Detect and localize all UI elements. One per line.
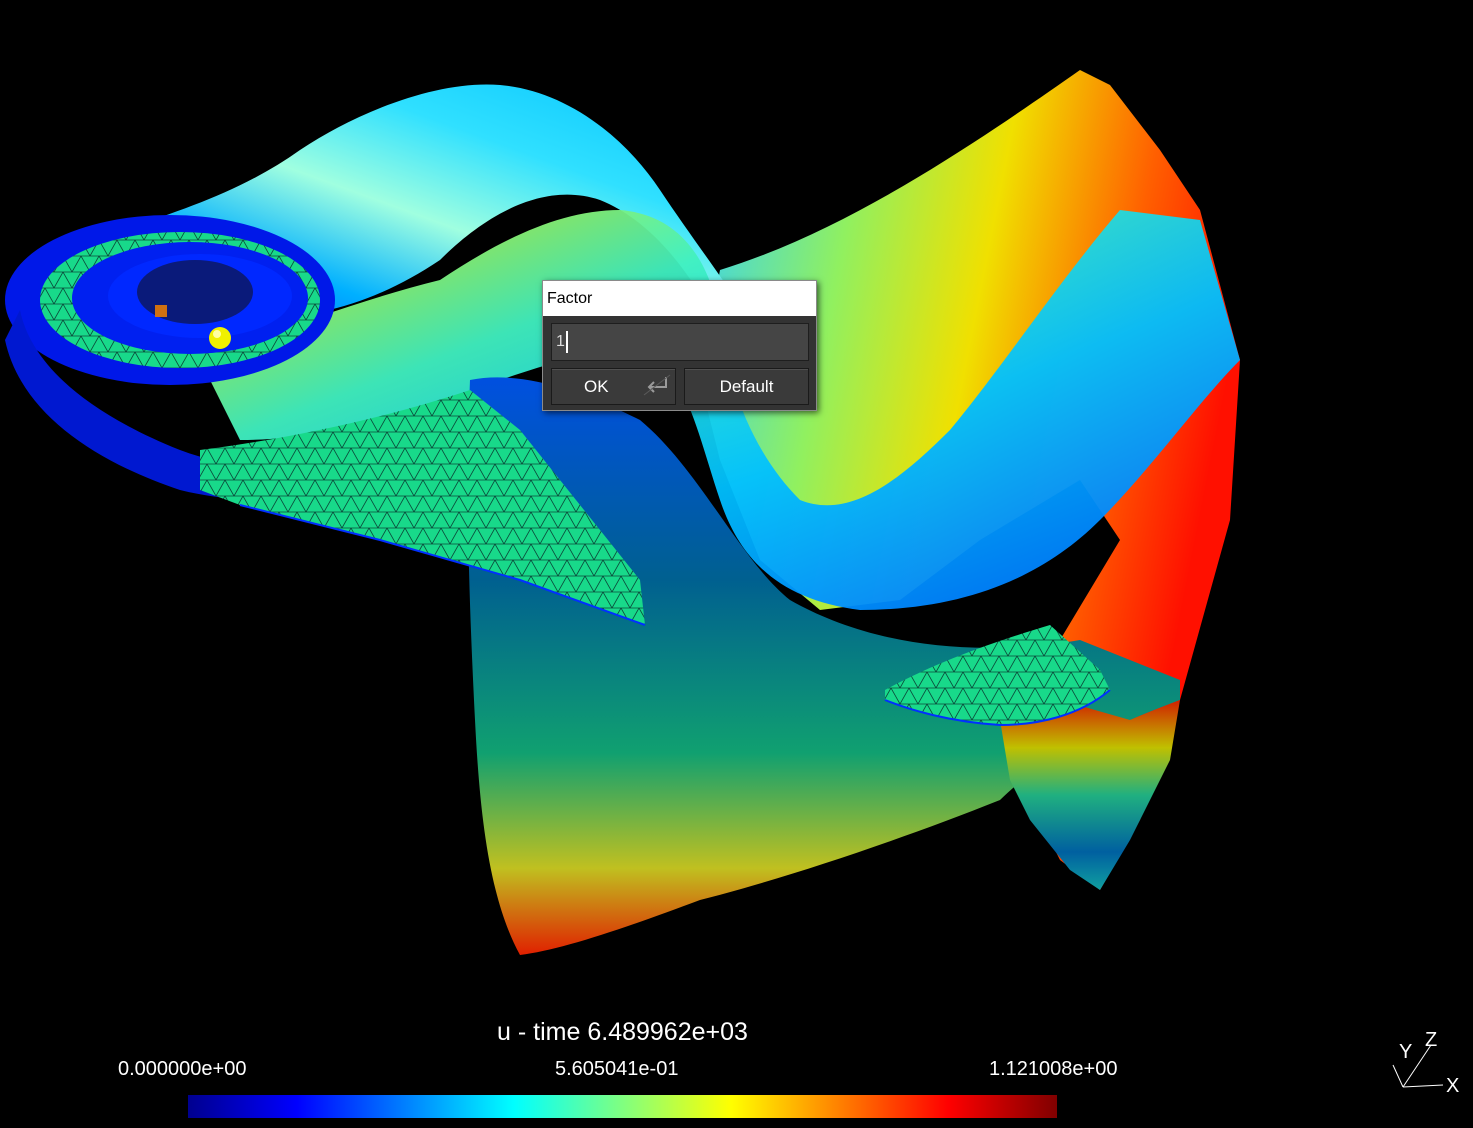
- axis-x-label: X: [1446, 1075, 1460, 1097]
- legend-min-label: 0.000000e+00: [118, 1058, 247, 1080]
- dialog-title: Factor: [543, 281, 816, 316]
- fem-mesh-model: [5, 70, 1240, 956]
- ok-button-label: OK: [584, 377, 609, 396]
- axis-y-label: Y: [1399, 1041, 1413, 1063]
- default-button[interactable]: Default: [684, 368, 809, 405]
- axis-triad: Y Z X: [1385, 1025, 1465, 1105]
- legend-mid-label: 5.605041e-01: [555, 1058, 679, 1080]
- factor-input-frame[interactable]: [551, 323, 809, 361]
- legend-max-label: 1.121008e+00: [989, 1058, 1118, 1080]
- text-cursor: [566, 331, 568, 353]
- axis-z-label: Z: [1425, 1029, 1438, 1051]
- colorbar: [188, 1095, 1057, 1118]
- enter-key-icon: [643, 374, 671, 396]
- ok-button[interactable]: OK: [551, 368, 676, 405]
- factor-dialog: Factor OK Default: [542, 280, 817, 411]
- factor-input[interactable]: [552, 324, 808, 360]
- axis-triad-lines: [1392, 1044, 1444, 1088]
- legend-title: u - time 6.489962e+03: [497, 1018, 748, 1046]
